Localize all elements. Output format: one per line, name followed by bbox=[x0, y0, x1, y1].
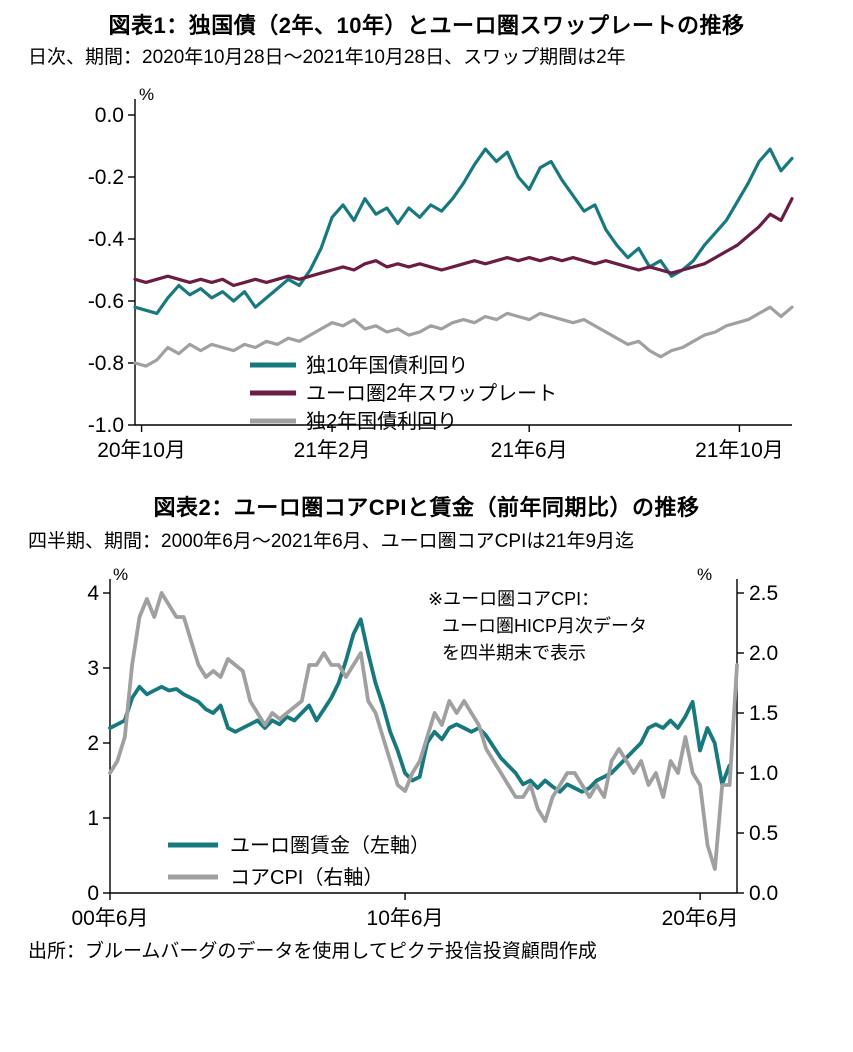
x-axis-tick-label: 00年6月 bbox=[71, 907, 148, 930]
x-axis-tick-label: 20年6月 bbox=[662, 907, 739, 930]
y-axis-tick-label: 4 bbox=[87, 582, 99, 605]
source-note: 出所：ブルームバーグのデータを使用してピクテ投信投資顧問作成 bbox=[28, 941, 597, 962]
y-axis-tick-label: -1.0 bbox=[88, 414, 124, 437]
chart1-subtitle: 日次、期間：2020年10月28日～2021年10月28日、スワップ期間は2年 bbox=[28, 47, 626, 68]
y-axis-unit-label: % bbox=[113, 568, 128, 584]
series-line-0 bbox=[133, 147, 794, 315]
y-axis-tick-label: -0.4 bbox=[88, 228, 125, 251]
series-line-1 bbox=[108, 591, 739, 871]
y-axis-tick-label: -0.8 bbox=[88, 352, 124, 375]
y-axis-right-tick-label: 1.0 bbox=[749, 762, 778, 785]
annotation-line: を四半期末で表示 bbox=[442, 643, 586, 663]
x-axis-tick-label: 21年6月 bbox=[491, 439, 568, 462]
y-axis-right-tick-label: 1.5 bbox=[749, 702, 778, 725]
y-axis-right-tick-label: 2.5 bbox=[749, 582, 778, 605]
series-line-2 bbox=[133, 305, 794, 368]
y-axis-tick-label: -0.6 bbox=[88, 290, 124, 313]
y-axis-tick-label: 3 bbox=[87, 657, 99, 680]
annotation-line: ※ユーロ圏コアCPI： bbox=[428, 589, 599, 609]
y-axis-tick-label: 2 bbox=[87, 732, 99, 755]
y-axis-tick-label: -0.2 bbox=[88, 166, 124, 189]
legend-label-1: ユーロ圏2年スワップレート bbox=[306, 382, 557, 405]
y-axis-right-tick-label: 0.5 bbox=[749, 822, 778, 845]
chart2-title: 図表2：ユーロ圏コアCPIと賃金（前年同期比）の推移 bbox=[153, 495, 700, 520]
y-axis-right-unit-label: % bbox=[697, 568, 712, 584]
legend-label-1: コアCPI（右軸） bbox=[230, 866, 383, 889]
y-axis-tick-label: 1 bbox=[87, 807, 99, 830]
series-line-1 bbox=[133, 197, 794, 288]
y-axis-unit-label: % bbox=[139, 85, 154, 104]
chart2-plot: 4 3 2 1 0 2.5 2.0 1.5 1.0 0.5 0.0 00年6月 10年6月 20年6月%%… bbox=[71, 568, 778, 930]
x-axis-tick-label: 21年2月 bbox=[294, 439, 371, 462]
y-axis-tick-label: 0 bbox=[87, 882, 99, 905]
y-axis-tick-label: 0.0 bbox=[95, 104, 124, 127]
annotation-line: ユーロ圏HICP月次データ bbox=[442, 616, 647, 636]
y-axis-right-tick-label: 0.0 bbox=[749, 882, 778, 905]
x-axis-tick-label: 20年10月 bbox=[97, 439, 186, 462]
legend-label-0: ユーロ圏賃金（左軸） bbox=[230, 834, 430, 857]
x-axis-tick-label: 21年10月 bbox=[695, 439, 784, 462]
chart1-title: 図表1：独国債（2年、10年）とユーロ圏スワップレートの推移 bbox=[108, 13, 745, 38]
chart1-plot: 0.0 -0.2 -0.4 -0.6 -0.8 -1.020年10月 21年2月 21年6月 2… bbox=[88, 85, 794, 462]
y-axis-right-tick-label: 2.0 bbox=[749, 642, 778, 665]
legend-label-2: 独2年国債利回り bbox=[306, 410, 457, 433]
chart2-subtitle: 四半期、期間：2000年6月～2021年6月、ユーロ圏コアCPIは21年9月迄 bbox=[28, 531, 635, 552]
legend-label-0: 独10年国債利回り bbox=[306, 354, 468, 377]
x-axis-tick-label: 10年6月 bbox=[367, 907, 444, 930]
